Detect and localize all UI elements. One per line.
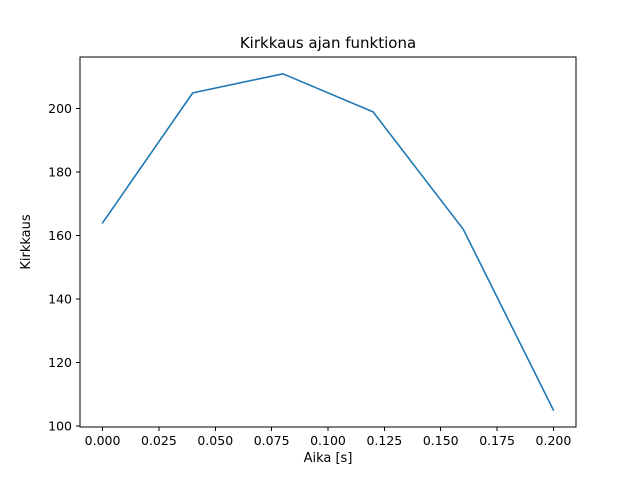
x-tick-label: 0.025 [141, 433, 177, 448]
y-tick-label: 160 [48, 228, 72, 243]
axis-ticks: 0.000 0.025 0.050 0.075 0.100 0.125 0.150 0.175… [48, 101, 571, 448]
y-tick-label: 200 [48, 101, 72, 116]
x-tick-label: 0.125 [366, 433, 402, 448]
y-tick-label: 120 [48, 355, 72, 370]
y-tick-label: 180 [48, 165, 72, 180]
x-tick-label: 0.200 [536, 433, 572, 448]
y-tick-label: 100 [48, 419, 72, 434]
x-axis-label: Aika [s] [304, 451, 353, 466]
x-tick-label: 0.050 [197, 433, 233, 448]
x-tick-label: 0.175 [479, 433, 515, 448]
y-tick-label: 140 [48, 292, 72, 307]
x-tick-label: 0.100 [310, 433, 346, 448]
data-series [101, 73, 555, 411]
x-tick-label: 0.150 [423, 433, 459, 448]
y-axis-label: Kirkkaus [19, 214, 34, 270]
chart-title: Kirkkaus ajan funktiona [240, 34, 416, 52]
data-line [101, 73, 555, 411]
x-tick-label: 0.075 [254, 433, 290, 448]
x-tick-label: 0.000 [85, 433, 121, 448]
axes-box [79, 56, 577, 428]
